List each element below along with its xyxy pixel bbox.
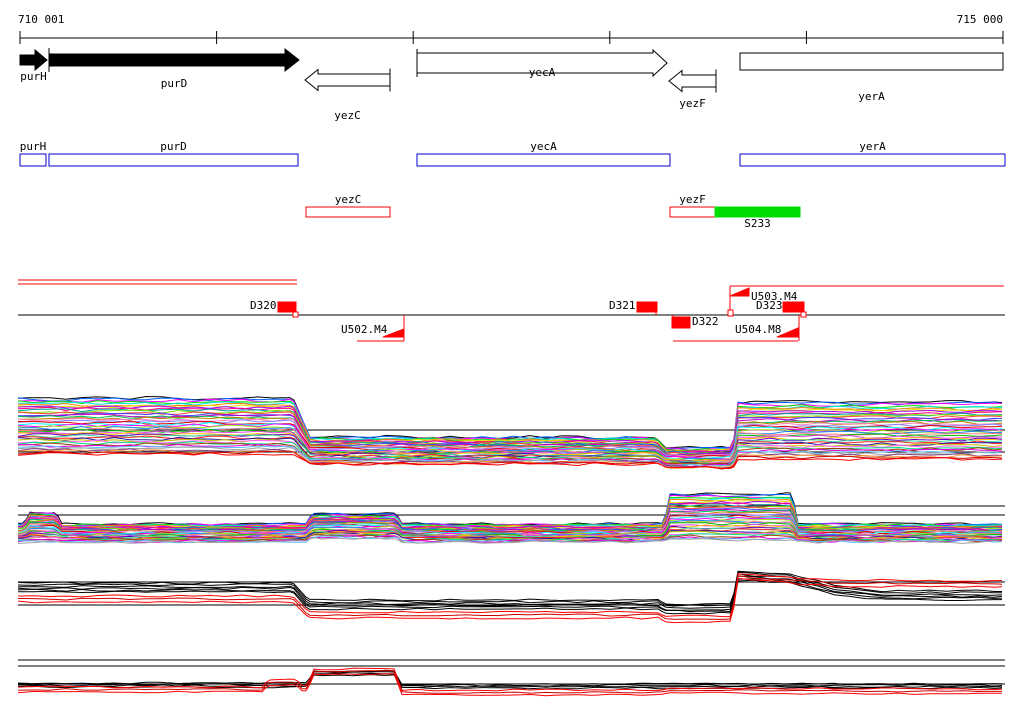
region-start-coordinate: 710 001 [18, 13, 65, 26]
expression-line [17, 577, 1003, 624]
expression-line [17, 525, 1003, 540]
ramp-marker-U502.M4[interactable] [382, 328, 405, 338]
cds-rect-yerA[interactable] [739, 153, 1006, 167]
marker-open-square [292, 311, 299, 318]
probe-D323[interactable] [782, 301, 805, 313]
expression-line [17, 430, 1002, 462]
marker-open-square [727, 309, 734, 317]
gene-arrow-yecA[interactable] [416, 48, 668, 78]
ramp-marker-U504.M8[interactable] [776, 327, 799, 338]
gene-arrow-purD[interactable] [48, 47, 300, 73]
expression-line [17, 669, 1003, 686]
expression-line [17, 404, 1003, 453]
expression-line [17, 578, 1003, 613]
cds-rect-purH[interactable] [19, 153, 47, 167]
expression-line [17, 571, 1003, 607]
cds-rect-purD[interactable] [48, 153, 299, 167]
gene-arrow-yerA[interactable] [739, 52, 1004, 71]
expression-line [17, 672, 1003, 688]
expression-line [17, 494, 1003, 527]
expression-line [17, 575, 1003, 611]
expression-line [17, 673, 1002, 697]
expression-line [17, 436, 1002, 465]
feature-rect-S233[interactable] [714, 206, 801, 218]
expression-line [17, 409, 1003, 455]
expression-line [17, 493, 1003, 527]
expression-line [18, 575, 1003, 620]
expression-line [17, 438, 1003, 465]
gene-arrow-purH[interactable] [19, 48, 48, 72]
expression-line [17, 419, 1003, 458]
expression-line [17, 450, 1003, 470]
expression-line [17, 670, 1002, 694]
probe-D321[interactable] [636, 301, 658, 313]
gene-arrow-yezF[interactable] [668, 69, 717, 93]
expression-line [17, 442, 1003, 466]
expression-line [17, 535, 1003, 543]
expression-line [17, 570, 1002, 606]
ramp-marker-U503.M4[interactable] [729, 287, 750, 297]
probe-D322[interactable] [671, 316, 691, 329]
expression-line [17, 667, 1003, 692]
expression-line [17, 496, 1003, 528]
region-end-coordinate: 715 000 [956, 13, 1003, 26]
expression-line [18, 573, 1003, 618]
expression-line [17, 671, 1003, 687]
expression-line [17, 408, 1003, 455]
expression-line [17, 492, 1003, 526]
gene-arrow-yezC[interactable] [304, 68, 391, 92]
expression-line [18, 579, 1002, 615]
marker-open-square [800, 311, 807, 318]
expression-line [17, 573, 1003, 609]
expression-line [17, 411, 1003, 456]
expression-line [18, 443, 1003, 468]
cds-rect-yecA[interactable] [416, 153, 671, 167]
expression-line [17, 536, 1003, 544]
expression-line [17, 452, 1003, 469]
expression-line [17, 508, 1003, 533]
feature-rect-yezF[interactable] [669, 206, 716, 218]
expression-line [17, 397, 1003, 450]
feature-rect-yezC[interactable] [305, 206, 391, 218]
probe-D320[interactable] [277, 301, 297, 313]
